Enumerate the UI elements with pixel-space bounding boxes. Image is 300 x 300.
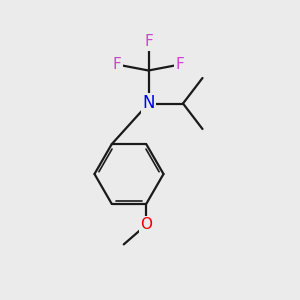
Text: F: F: [176, 57, 184, 72]
Text: O: O: [140, 218, 152, 232]
Text: F: F: [112, 57, 122, 72]
Text: F: F: [144, 34, 153, 50]
Text: N: N: [142, 94, 155, 112]
